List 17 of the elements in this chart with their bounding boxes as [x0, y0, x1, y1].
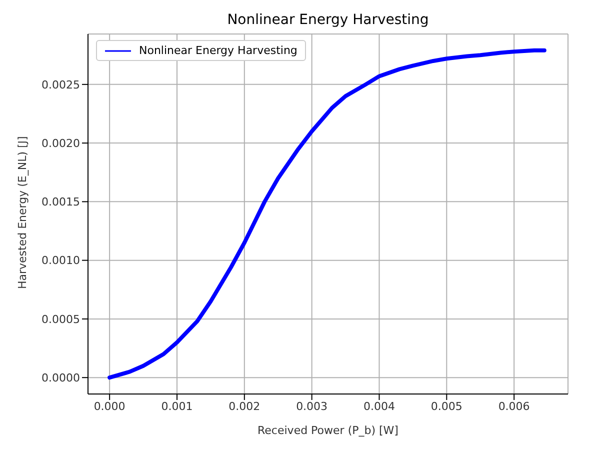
x-tick-label: 0.003: [296, 400, 328, 413]
y-tick-label: 0.0010: [42, 254, 80, 268]
chart-title: Nonlinear Energy Harvesting: [226, 12, 430, 28]
legend-label: Nonlinear Energy Harvesting: [139, 44, 298, 57]
x-axis-title: Received Power (P_b) [W]: [258, 424, 398, 437]
x-tick-label: 0.000: [94, 400, 126, 413]
x-tick-label: 0.002: [228, 400, 260, 413]
x-tick-label: 0.006: [498, 400, 530, 413]
y-axis-title: Harvested Energy (E_NL) [J]: [16, 136, 29, 289]
y-tick-label: 0.0000: [42, 371, 80, 384]
y-tick-label: 0.0025: [42, 78, 80, 92]
y-tick-label: 0.0005: [42, 312, 80, 326]
y-tick-label: 0.0015: [42, 196, 80, 209]
x-tick-label: 0.005: [430, 400, 462, 413]
x-tick-label: 0.001: [161, 400, 193, 413]
y-tick-label: 0.0020: [42, 136, 80, 150]
x-tick-label: 0.004: [363, 400, 395, 413]
